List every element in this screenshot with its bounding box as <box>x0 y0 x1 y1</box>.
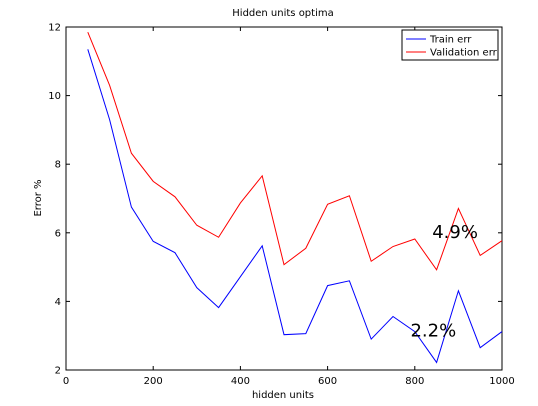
chart-title: Hidden units optima <box>232 8 333 19</box>
series-line-validation <box>87 31 503 271</box>
x-tick-label: 600 <box>318 376 337 387</box>
legend: Train err Validation err <box>401 29 499 61</box>
annotations: 4.9% 2.2% <box>410 222 478 341</box>
x-tick-label: 400 <box>231 376 250 387</box>
legend-label: Train err <box>429 35 472 46</box>
x-tick-label: 800 <box>405 376 424 387</box>
y-tick-label: 6 <box>55 228 61 239</box>
y-tick-label: 8 <box>55 160 61 171</box>
plot-area <box>65 26 503 371</box>
legend-label: Validation err <box>430 48 498 59</box>
y-axis-label: Error % <box>33 179 44 216</box>
series-lines <box>87 31 503 364</box>
y-tick-label: 4 <box>55 297 61 308</box>
x-tick-label: 200 <box>144 376 163 387</box>
x-axis-label: hidden units <box>252 390 314 401</box>
series-line-train <box>87 49 503 364</box>
y-tick-label: 2 <box>55 366 61 377</box>
y-tick-label: 12 <box>48 23 61 34</box>
annotation-label: 4.9% <box>432 222 478 243</box>
x-tick-label: 1000 <box>489 376 514 387</box>
annotation-label: 2.2% <box>410 320 456 341</box>
x-tick-label: 0 <box>63 376 69 387</box>
y-tick-label: 10 <box>48 91 61 102</box>
legend-box <box>401 29 499 61</box>
axis-ticks: 0 200 400 600 800 1000 2 4 6 8 10 12 <box>48 23 514 388</box>
